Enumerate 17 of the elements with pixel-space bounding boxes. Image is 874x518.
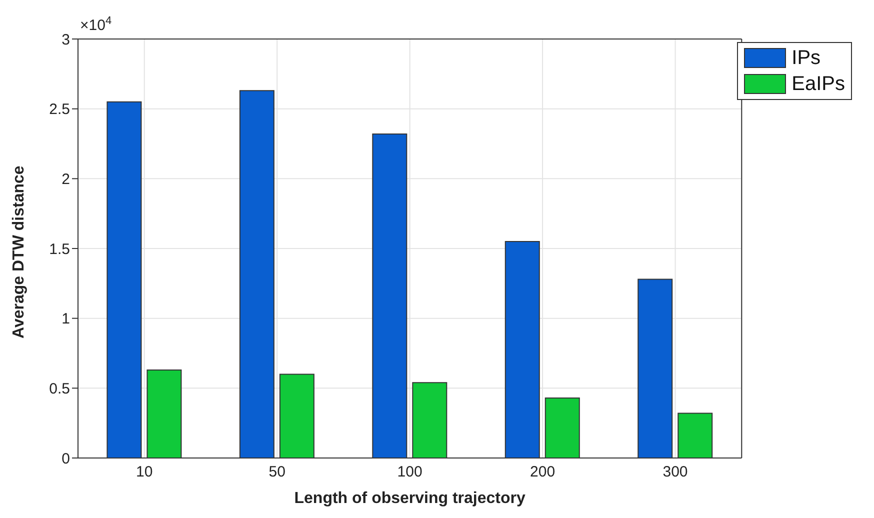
y-tick-label: 3	[62, 31, 70, 48]
y-axis-title: Average DTW distance	[10, 166, 28, 338]
y-tick-label: 0	[62, 450, 70, 468]
legend-label: IPs	[792, 46, 821, 71]
x-axis-title: Length of observing trajectory	[294, 490, 526, 507]
text: ×10$^{4}$	[80, 15, 112, 34]
legend-label: EaIPs	[792, 72, 845, 97]
y-tick-label: 1	[62, 310, 70, 328]
y-tick-label: 1.5	[49, 240, 70, 258]
x-tick-label: 200	[530, 464, 556, 481]
x-tick-label: 10	[136, 464, 153, 481]
x-tick-label: 100	[397, 464, 422, 481]
x-tick-label: 50	[268, 464, 286, 481]
x-tick-label: 300	[662, 464, 688, 481]
y-tick-label: 0.5	[49, 380, 70, 398]
y-tick-label: 2	[62, 170, 70, 188]
y-tick-label: 2.5	[49, 101, 70, 118]
